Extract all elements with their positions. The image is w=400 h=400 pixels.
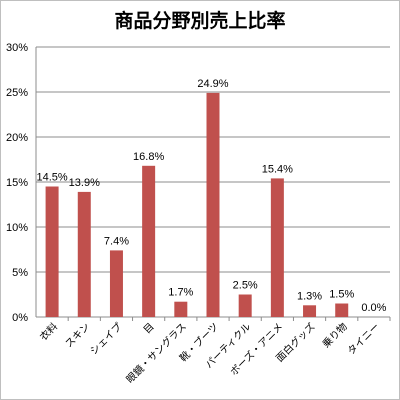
data-label: 15.4% <box>262 163 293 175</box>
data-label: 24.9% <box>197 78 228 90</box>
category-label: 乗り物 <box>319 320 349 350</box>
data-label: 1.7% <box>168 287 193 299</box>
data-label: 0.0% <box>361 302 386 314</box>
category-label: 眼鏡・サングラス <box>123 320 189 386</box>
bar <box>303 305 317 317</box>
category-label: タイニー <box>345 321 382 358</box>
y-tick-label: 0% <box>12 312 28 324</box>
y-tick-label: 10% <box>6 222 28 234</box>
data-label: 16.8% <box>133 151 164 163</box>
y-tick-label: 15% <box>6 177 28 189</box>
chart-title: 商品分野別売上比率 <box>114 10 286 32</box>
y-tick-label: 25% <box>6 87 28 99</box>
data-label: 14.5% <box>36 172 67 184</box>
category-label: スキン <box>64 321 93 350</box>
data-label: 13.9% <box>69 177 100 189</box>
y-tick-label: 20% <box>6 132 28 144</box>
bar <box>270 178 284 317</box>
y-tick-label: 5% <box>12 267 28 279</box>
category-label: ボーズ・アニメ <box>227 320 285 378</box>
bar <box>238 294 252 317</box>
data-label: 1.3% <box>297 290 322 302</box>
bar <box>206 92 220 318</box>
data-label: 7.4% <box>104 235 129 247</box>
category-label: シェイプ <box>88 321 125 358</box>
bar <box>77 191 91 317</box>
data-label: 1.5% <box>329 289 354 301</box>
bar <box>142 165 156 317</box>
bar <box>174 301 188 317</box>
bar <box>109 250 123 317</box>
y-tick-label: 30% <box>6 42 28 54</box>
bar <box>335 303 349 317</box>
category-label: 衣料 <box>37 320 60 343</box>
data-label: 2.5% <box>233 280 258 292</box>
bar <box>45 186 59 317</box>
category-label: 目 <box>142 321 157 336</box>
